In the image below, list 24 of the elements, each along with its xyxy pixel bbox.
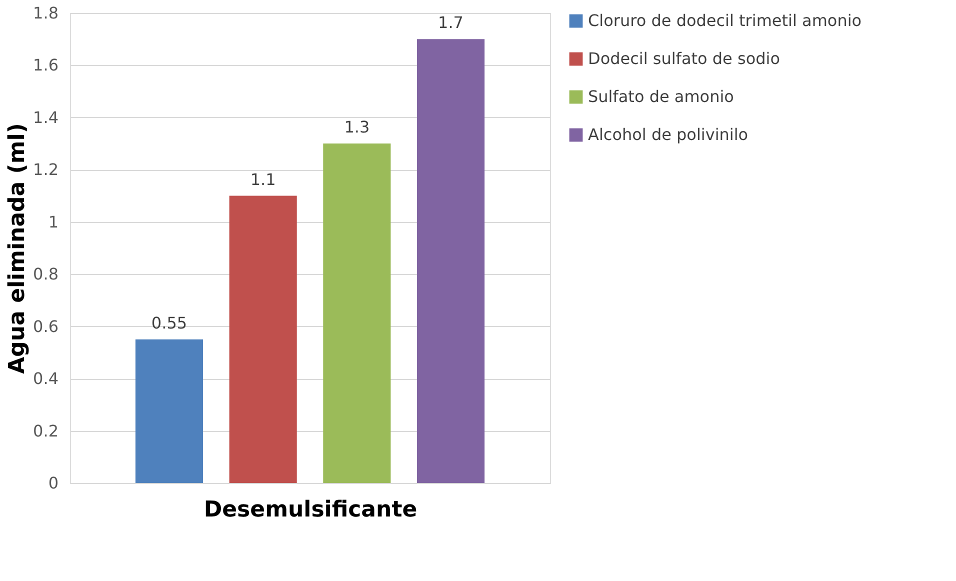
bar	[135, 339, 204, 483]
y-tick-label: 0	[48, 474, 58, 492]
data-label: 1.1	[250, 170, 276, 189]
data-label: 1.3	[344, 118, 370, 137]
bar	[416, 39, 485, 483]
data-label: 1.7	[438, 13, 464, 32]
y-tick-label: 1	[48, 212, 58, 232]
legend-label: Cloruro de dodecil trimetil amonio	[588, 11, 862, 30]
x-axis-title: Desemulsificante	[204, 498, 418, 522]
data-label: 0.55	[151, 313, 188, 332]
legend-label: Dodecil sulfato de sodio	[588, 49, 780, 68]
legend-label: Alcohol de polivinilo	[588, 125, 748, 144]
y-tick-label: 0.2	[33, 421, 58, 440]
y-tick-label: 0.4	[33, 369, 58, 388]
bar	[323, 144, 391, 483]
y-tick-label: 0.6	[33, 316, 58, 336]
y-tick-label: 1.6	[33, 56, 58, 75]
y-axis-title: Agua eliminada (ml)	[5, 123, 30, 374]
y-tick-label: 0.8	[33, 264, 58, 284]
y-tick-label: 1.8	[33, 4, 58, 22]
y-tick-label: 1.2	[33, 160, 58, 180]
bar	[229, 196, 297, 483]
y-tick-label: 1.4	[33, 108, 58, 127]
legend-label: Sulfato de amonio	[588, 87, 734, 106]
